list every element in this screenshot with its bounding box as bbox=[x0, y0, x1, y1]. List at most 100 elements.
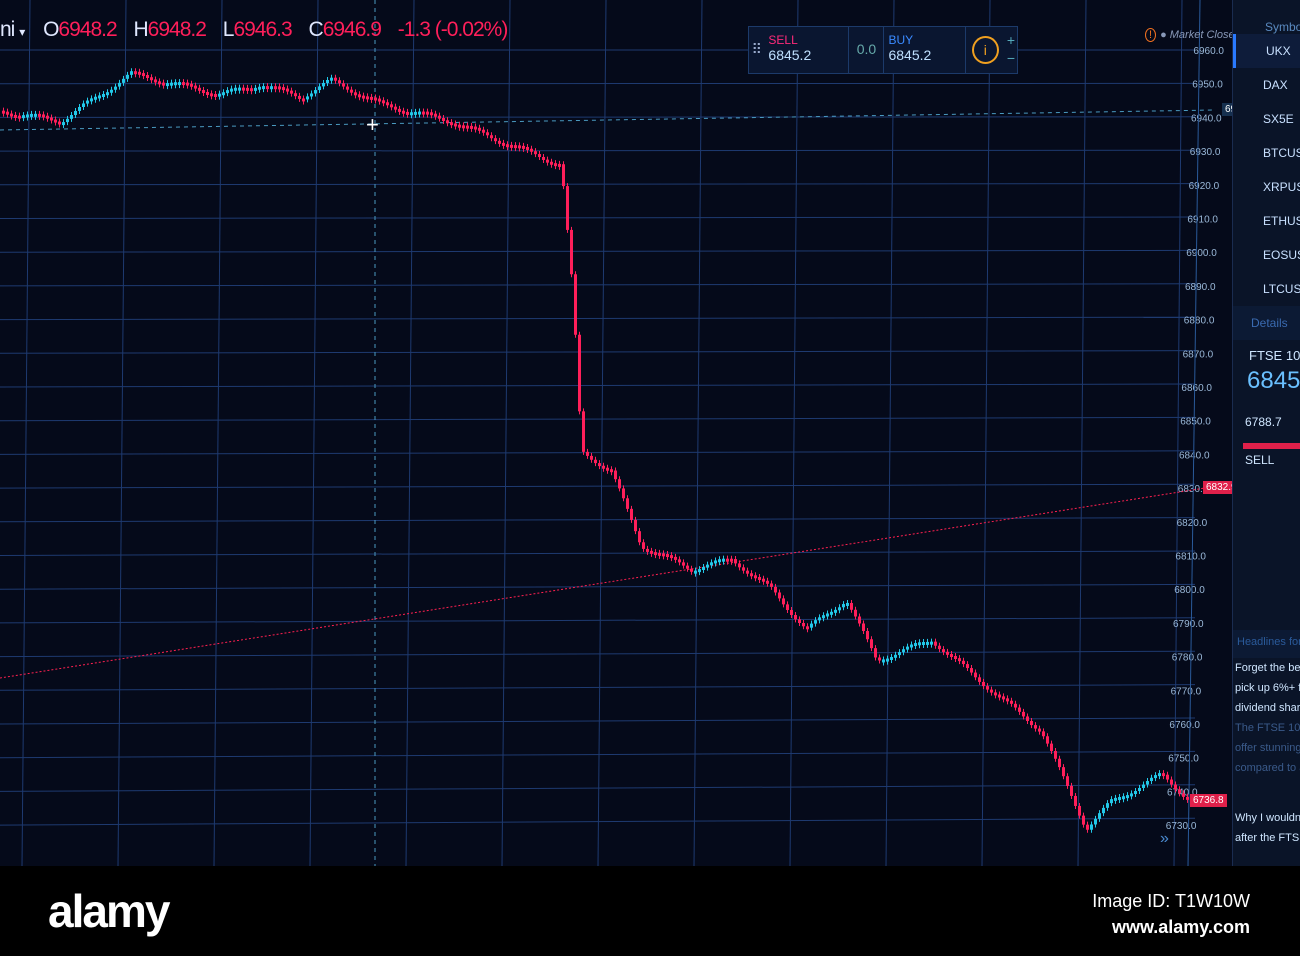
warning-icon: ! bbox=[1145, 28, 1157, 42]
candle bbox=[42, 114, 45, 118]
candle bbox=[714, 560, 717, 564]
symbol-item[interactable]: EOSUSD bbox=[1263, 248, 1300, 262]
candle bbox=[26, 114, 29, 118]
crosshair-cursor-icon: + bbox=[366, 112, 379, 137]
candle bbox=[1122, 796, 1125, 800]
candle bbox=[762, 578, 765, 582]
sell-button[interactable]: SELL 6845.2 bbox=[764, 27, 850, 73]
scroll-to-latest-icon[interactable]: » bbox=[1160, 830, 1169, 847]
grid-line-h bbox=[0, 149, 1196, 152]
candle bbox=[858, 616, 861, 624]
candle bbox=[518, 145, 521, 149]
drag-handle-icon[interactable]: ⠿ bbox=[751, 41, 762, 57]
candle bbox=[338, 80, 341, 84]
candle bbox=[66, 118, 69, 123]
candle bbox=[118, 82, 121, 87]
candle bbox=[790, 609, 793, 616]
sell-link[interactable]: SELL bbox=[1245, 453, 1275, 467]
site-url: www.alamy.com bbox=[1111, 917, 1250, 937]
price-chart[interactable]: 6960.0 6950.0 6940.0 6930.0 6920.0 6910.0 6900… bbox=[0, 0, 1232, 866]
details-tab[interactable]: Details bbox=[1233, 306, 1300, 340]
symbol-item[interactable]: BTCUSD bbox=[1263, 146, 1300, 160]
candle bbox=[146, 74, 149, 78]
candle bbox=[678, 559, 681, 563]
candle bbox=[834, 609, 837, 613]
y-tick-label: 6850.0 bbox=[1180, 417, 1211, 428]
candle bbox=[54, 119, 57, 123]
candle bbox=[934, 641, 937, 646]
grid-line-v bbox=[405, 0, 415, 866]
candle bbox=[18, 115, 21, 119]
candle bbox=[618, 479, 621, 489]
candle bbox=[670, 555, 673, 559]
news-title[interactable]: after the FTSE bbox=[1235, 832, 1300, 844]
candle bbox=[578, 334, 581, 412]
grid-line-v bbox=[213, 0, 223, 866]
candle bbox=[582, 411, 585, 452]
symbol-item[interactable]: UKX bbox=[1233, 34, 1300, 68]
symbol-item[interactable]: SX5E bbox=[1263, 112, 1294, 126]
candle bbox=[294, 93, 297, 97]
y-tick-label: 6870.0 bbox=[1183, 349, 1214, 360]
y-tick-label: 6790.0 bbox=[1173, 619, 1204, 630]
candle bbox=[102, 94, 105, 98]
candle bbox=[250, 88, 253, 92]
increase-button[interactable]: + bbox=[1006, 32, 1015, 48]
candle bbox=[354, 92, 357, 96]
candle bbox=[1162, 773, 1165, 777]
candle bbox=[362, 95, 365, 99]
candle bbox=[706, 564, 709, 568]
instrument-price: 6845.2 bbox=[1247, 367, 1300, 394]
candle bbox=[570, 229, 573, 275]
grid-line-h bbox=[0, 650, 1196, 658]
candle bbox=[774, 586, 777, 593]
symbol-name[interactable]: ni bbox=[0, 18, 15, 41]
candle bbox=[1174, 784, 1177, 790]
chevron-down-icon[interactable]: ▾ bbox=[19, 25, 25, 39]
decrease-button[interactable]: − bbox=[1006, 50, 1015, 66]
candle bbox=[530, 148, 533, 152]
candle bbox=[914, 643, 917, 647]
candle bbox=[142, 73, 145, 77]
candle bbox=[902, 649, 905, 653]
candle bbox=[234, 87, 237, 91]
symbol-item[interactable]: XRPUSD bbox=[1263, 180, 1300, 194]
candle bbox=[1082, 815, 1085, 825]
candle bbox=[882, 659, 885, 663]
candle bbox=[94, 96, 97, 100]
info-icon[interactable]: i bbox=[971, 36, 999, 64]
news-title[interactable]: Why I wouldn't b bbox=[1235, 812, 1300, 824]
candle bbox=[14, 114, 17, 118]
news-title[interactable]: dividend shares bbox=[1235, 702, 1300, 714]
candle bbox=[594, 459, 597, 464]
candle bbox=[562, 164, 565, 187]
news-title[interactable]: Forget the best bbox=[1235, 662, 1300, 674]
candle bbox=[1006, 698, 1009, 702]
candle bbox=[398, 108, 401, 112]
candle bbox=[750, 573, 753, 577]
candle bbox=[734, 559, 737, 564]
symbol-item[interactable]: DAX bbox=[1263, 78, 1288, 92]
range-bar bbox=[1243, 443, 1300, 449]
candle bbox=[1134, 791, 1137, 795]
candle bbox=[838, 607, 841, 611]
candle bbox=[906, 646, 909, 650]
candle bbox=[170, 82, 173, 86]
candle bbox=[6, 111, 9, 115]
buy-button[interactable]: BUY 6845.2 bbox=[884, 27, 966, 73]
candle bbox=[962, 660, 965, 665]
symbol-item[interactable]: ETHUSD bbox=[1263, 214, 1300, 228]
symbol-panel: Symbol UKX DAX SX5E BTCUSD XRPUSD ETHUSD EOSUS… bbox=[1232, 0, 1300, 866]
last-price-tag: 6736.8 bbox=[1190, 794, 1227, 807]
candle bbox=[390, 104, 393, 108]
candle bbox=[214, 94, 217, 98]
y-tick-label: 6930.0 bbox=[1190, 147, 1221, 158]
candle bbox=[162, 82, 165, 86]
news-title[interactable]: pick up 6%+ from bbox=[1235, 682, 1300, 694]
candle bbox=[698, 569, 701, 573]
candle bbox=[282, 87, 285, 91]
candle bbox=[938, 645, 941, 650]
candle bbox=[438, 115, 441, 119]
candle bbox=[542, 156, 545, 160]
